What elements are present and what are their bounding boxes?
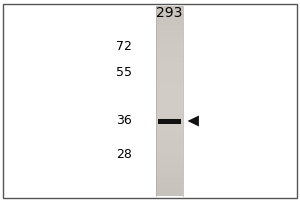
Bar	[156, 189, 183, 196]
Bar	[158, 118, 181, 123]
Bar	[156, 63, 183, 69]
Bar	[156, 37, 183, 44]
Polygon shape	[188, 115, 199, 127]
Text: 55: 55	[116, 66, 132, 79]
Bar	[156, 69, 183, 76]
Bar	[156, 120, 183, 126]
Bar	[156, 75, 183, 82]
Text: 36: 36	[116, 114, 132, 128]
Bar	[156, 113, 183, 120]
Bar	[156, 44, 183, 50]
Bar	[156, 50, 183, 57]
Text: 293: 293	[156, 6, 183, 20]
Bar	[156, 12, 183, 19]
Bar	[156, 164, 183, 171]
Bar	[156, 132, 183, 139]
Bar	[156, 82, 183, 88]
Bar	[156, 126, 183, 133]
Bar	[156, 56, 183, 63]
Bar	[156, 151, 183, 158]
Bar	[156, 177, 183, 183]
Bar	[156, 18, 183, 25]
Text: 28: 28	[116, 148, 132, 162]
Bar	[156, 139, 183, 145]
Bar	[156, 158, 183, 164]
Bar	[156, 94, 183, 101]
Bar	[156, 170, 183, 177]
Bar	[156, 101, 183, 107]
Bar	[156, 6, 183, 12]
Bar	[156, 145, 183, 152]
Bar	[156, 31, 183, 38]
Text: 72: 72	[116, 40, 132, 53]
Bar	[156, 183, 183, 190]
Bar	[156, 25, 183, 31]
Bar	[156, 107, 183, 114]
Bar	[156, 88, 183, 95]
